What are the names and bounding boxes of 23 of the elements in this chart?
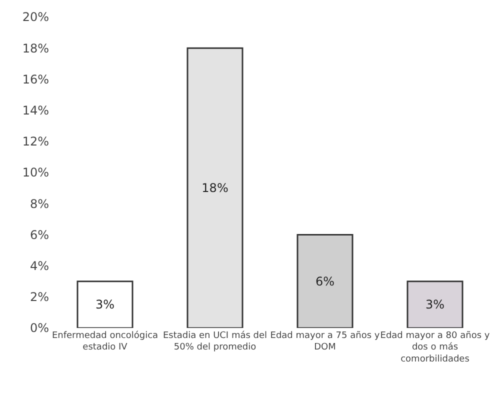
- bar: [296, 234, 354, 328]
- bar: [186, 47, 244, 328]
- data-label: 3%: [95, 298, 115, 312]
- y-tick-label: 20%: [22, 10, 49, 24]
- y-tick-label: 8%: [30, 196, 49, 211]
- y-tick-label: 10%: [22, 166, 49, 180]
- data-label: 3%: [425, 298, 445, 312]
- data-label: 18%: [202, 181, 228, 196]
- y-tick-label: 18%: [22, 41, 49, 56]
- bar: [76, 280, 134, 328]
- x-tick-label: Estadia en UCI más del 50% del promedio: [162, 330, 268, 353]
- x-tick-label: Enfermedad oncológica estadio IV: [52, 330, 158, 353]
- y-tick-label: 12%: [22, 134, 49, 149]
- x-tick-label: Edad mayor a 80 años y dos o más comorbilidades: [380, 331, 490, 364]
- y-tick-label: 6%: [30, 228, 49, 242]
- y-tick-label: 16%: [22, 72, 49, 86]
- bar: [406, 280, 464, 328]
- y-tick-label: 4%: [30, 259, 49, 273]
- y-tick-label: 0%: [30, 321, 49, 336]
- y-tick-label: 14%: [22, 104, 49, 118]
- data-label: 6%: [315, 274, 335, 288]
- x-tick-label: Edad mayor a 75 años y DOM: [270, 331, 380, 353]
- y-tick-label: 2%: [30, 290, 49, 304]
